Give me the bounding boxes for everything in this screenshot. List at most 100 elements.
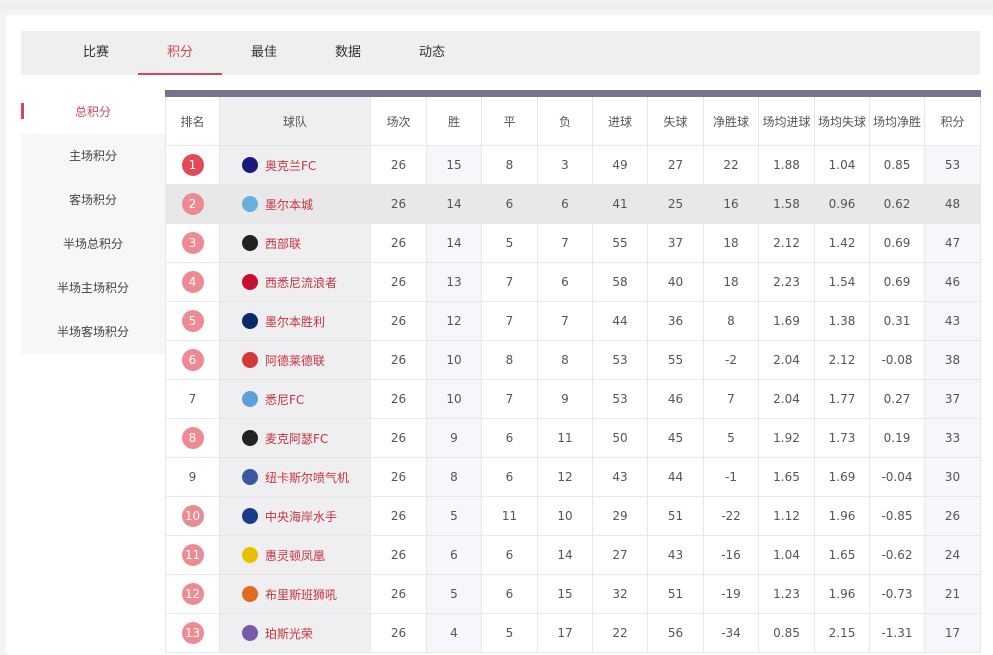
stat-cell: 44 [592,301,648,341]
column-header[interactable]: 场均进球 [758,90,815,146]
stat-cell: 26 [370,418,427,458]
stat-cell: 48 [924,184,981,224]
sidebar-item-3[interactable]: 半场总积分 [21,222,165,266]
stat-cell: 0.85 [758,613,815,653]
rank-badge: 10 [181,505,204,527]
stat-cell: 1.69 [758,301,815,341]
column-header[interactable]: 失球 [647,90,704,146]
team-logo-icon [242,625,258,641]
stat-cell: 53 [592,340,648,380]
team-cell: 奥克兰FC [219,145,371,185]
team-link[interactable]: 墨尔本城 [265,197,314,212]
stat-cell: 11 [481,496,538,536]
stat-cell: 26 [370,223,427,263]
table-row: 1 奥克兰FC 26 15 8 3 49 27 22 1.88 1.04 0.85 53 [165,145,981,185]
column-header[interactable]: 负 [537,90,593,146]
column-header[interactable]: 排名 [165,90,220,146]
table-row: 13 珀斯光荣 26 4 5 17 22 56 -34 0.85 2.15 -1.31 17 [165,613,981,653]
stat-cell: 46 [924,262,981,302]
tab-4[interactable]: 动态 [418,45,445,60]
stat-cell: 53 [592,379,648,419]
standings-sidebar: 总积分 主场积分 客场积分 半场总积分 半场主场积分 半场客场积分 [21,90,165,354]
rank-cell: 12 [165,574,220,614]
team-link[interactable]: 西部联 [265,236,302,251]
column-header[interactable]: 场次 [370,90,427,146]
stat-cell: 26 [370,535,427,575]
team-link[interactable]: 阿德莱德联 [265,353,326,368]
stat-cell: 5 [426,496,482,536]
team: 纽卡斯尔喷气机 [220,469,370,486]
stat-cell: 8 [481,340,538,380]
team-link[interactable]: 墨尔本胜利 [265,314,326,329]
column-header[interactable]: 进球 [592,90,648,146]
team-link[interactable]: 纽卡斯尔喷气机 [265,470,350,485]
stat-cell: 0.69 [869,262,925,302]
sidebar-item-1[interactable]: 主场积分 [21,134,165,178]
column-header[interactable]: 球队 [219,90,371,146]
rank-badge: 11 [181,544,204,566]
column-header[interactable]: 平 [481,90,538,146]
sidebar-item-0[interactable]: 总积分 [21,90,165,134]
stat-cell: 15 [537,574,593,614]
stat-cell: 0.69 [869,223,925,263]
team-logo-icon [242,508,258,524]
team: 阿德莱德联 [220,352,370,369]
stat-cell: 22 [703,145,759,185]
rank-cell: 3 [165,223,220,263]
team-link[interactable]: 珀斯光荣 [265,626,314,641]
stat-cell: 7 [703,379,759,419]
stat-cell: 26 [370,184,427,224]
rank-cell: 1 [165,145,220,185]
stat-cell: 0.85 [869,145,925,185]
stat-cell: 14 [426,223,482,263]
sidebar-item-5[interactable]: 半场客场积分 [21,310,165,354]
rank-cell: 6 [165,340,220,380]
stat-cell: 2.12 [758,223,815,263]
tab-2[interactable]: 最佳 [250,45,277,60]
team-link[interactable]: 西悉尼流浪者 [265,275,338,290]
stat-cell: 7 [537,301,593,341]
stat-cell: 26 [370,379,427,419]
team-link[interactable]: 惠灵顿凤凰 [265,548,326,563]
stat-cell: 9 [426,418,482,458]
stat-cell: 46 [647,379,704,419]
stat-cell: 6 [481,535,538,575]
tab-0[interactable]: 比赛 [82,45,109,60]
column-header[interactable]: 胜 [426,90,482,146]
team-logo-icon [242,313,258,329]
stat-cell: 13 [426,262,482,302]
sidebar-item-4[interactable]: 半场主场积分 [21,266,165,310]
tab-3[interactable]: 数据 [334,45,361,60]
stat-cell: 1.88 [758,145,815,185]
rank-badge: 7 [188,392,197,406]
stat-cell: -16 [703,535,759,575]
stat-cell: 2.15 [814,613,870,653]
stat-cell: 1.23 [758,574,815,614]
stat-cell: 47 [924,223,981,263]
sidebar-item-2[interactable]: 客场积分 [21,178,165,222]
stat-cell: 8 [481,145,538,185]
team-link[interactable]: 麦克阿瑟FC [265,431,329,446]
column-header[interactable]: 场均净胜 [869,90,925,146]
stat-cell: 14 [537,535,593,575]
team-cell: 惠灵顿凤凰 [219,535,371,575]
team-logo-icon [242,586,258,602]
team: 墨尔本城 [220,196,370,213]
stat-cell: 12 [426,301,482,341]
column-header[interactable]: 净胜球 [703,90,759,146]
stat-cell: 1.77 [814,379,870,419]
stat-cell: 27 [592,535,648,575]
column-header[interactable]: 场均失球 [814,90,870,146]
team-link[interactable]: 中央海岸水手 [265,509,338,524]
stat-cell: 26 [370,574,427,614]
stat-cell: 43 [592,457,648,497]
stat-cell: 6 [426,535,482,575]
column-header[interactable]: 积分 [924,90,981,146]
stat-cell: 41 [592,184,648,224]
team-logo-icon [242,547,258,563]
tab-1[interactable]: 积分 [138,31,222,75]
team-link[interactable]: 悉尼FC [265,392,305,407]
stat-cell: 25 [647,184,704,224]
team-link[interactable]: 布里斯班狮吼 [265,587,338,602]
team-link[interactable]: 奥克兰FC [265,158,317,173]
